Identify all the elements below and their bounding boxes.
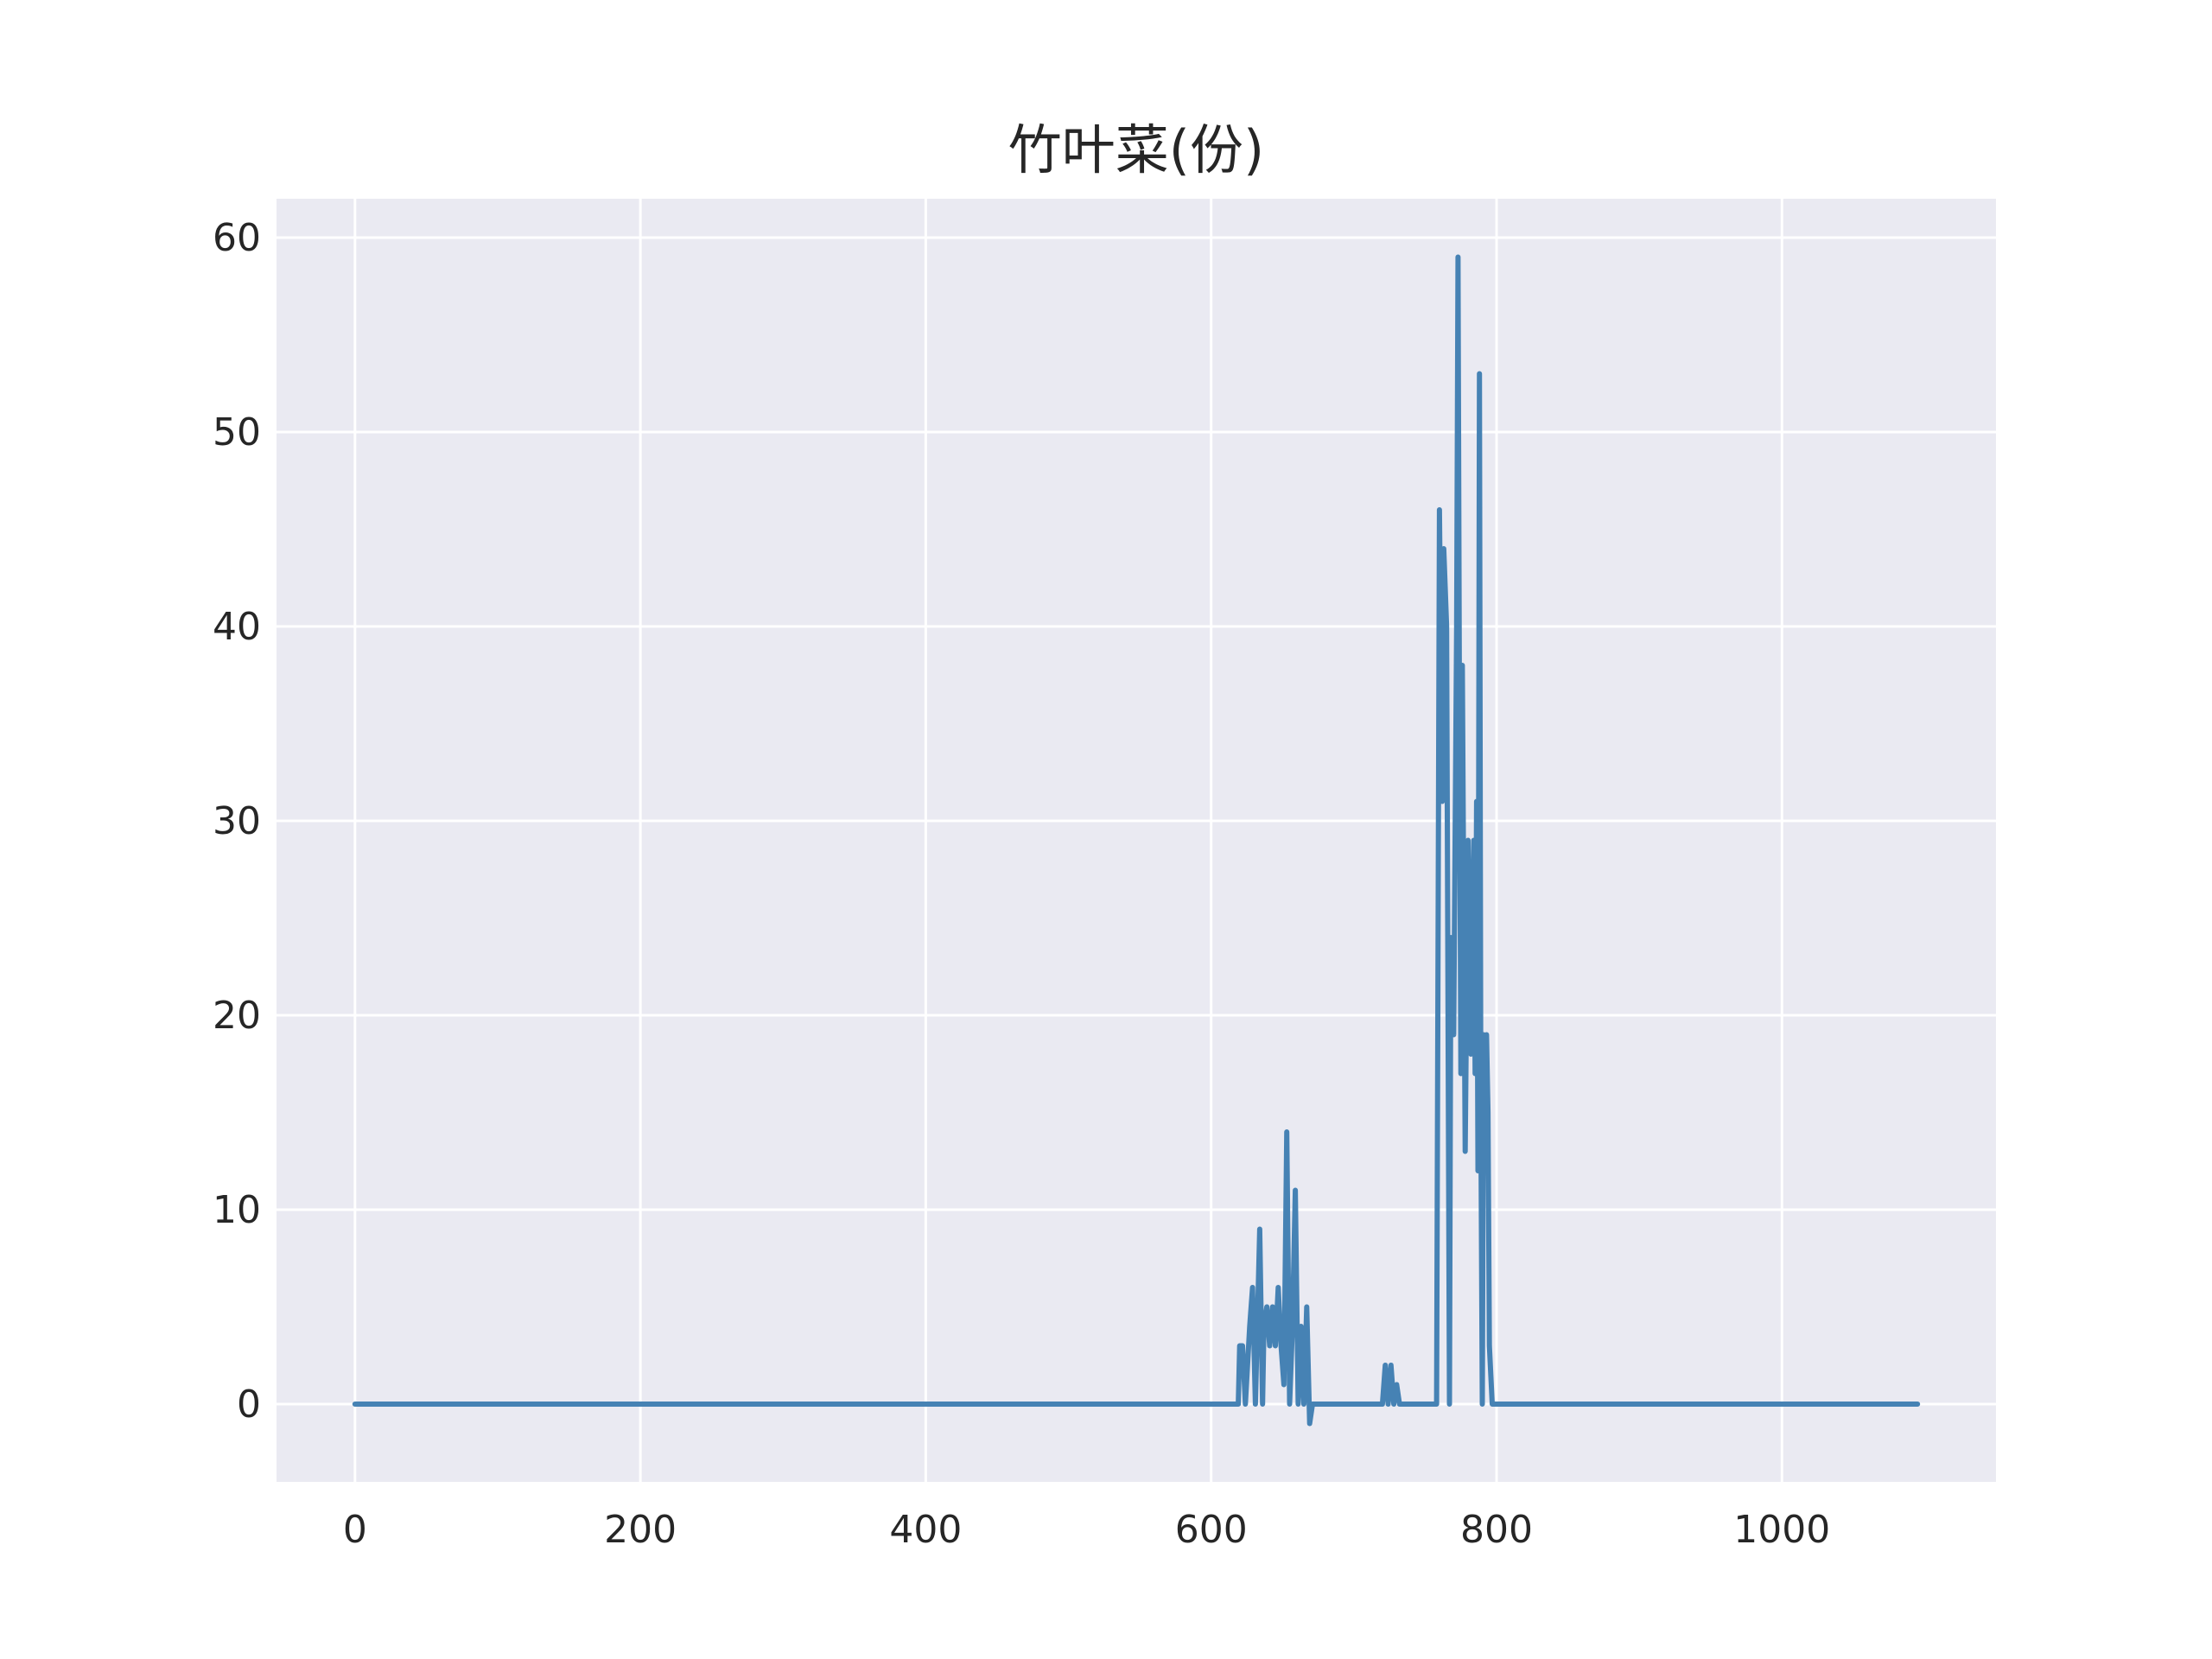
plot-area bbox=[276, 199, 1996, 1482]
series-line bbox=[352, 254, 1921, 1427]
chart-title: 竹叶菜(份) bbox=[1008, 118, 1264, 181]
x-tick-label: 200 bbox=[604, 1508, 677, 1552]
x-tick-label: 600 bbox=[1175, 1508, 1248, 1552]
x-tick-label: 1000 bbox=[1733, 1508, 1830, 1552]
grid bbox=[276, 199, 1996, 1482]
x-tick-label: 0 bbox=[343, 1508, 367, 1552]
tick-labels: 0 200 400 600 800 1000 0 10 20 30 40 50 60 bbox=[213, 216, 1830, 1552]
y-tick-label: 10 bbox=[213, 1188, 261, 1232]
y-tick-label: 20 bbox=[213, 994, 261, 1038]
y-tick-label: 30 bbox=[213, 799, 261, 843]
x-tick-label: 400 bbox=[889, 1508, 962, 1552]
series-layer bbox=[352, 254, 1921, 1427]
y-tick-label: 40 bbox=[213, 605, 261, 649]
y-tick-label: 60 bbox=[213, 216, 261, 260]
x-tick-label: 800 bbox=[1460, 1508, 1533, 1552]
y-tick-label: 50 bbox=[213, 410, 261, 454]
y-tick-label: 0 bbox=[237, 1382, 261, 1427]
